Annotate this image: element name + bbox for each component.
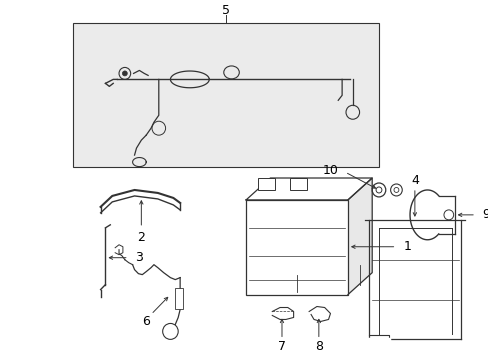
- Bar: [73, 23, 378, 167]
- Polygon shape: [347, 178, 371, 294]
- Bar: [245, 200, 347, 294]
- Text: 7: 7: [277, 340, 285, 353]
- Text: 10: 10: [322, 163, 338, 176]
- Text: 1: 1: [403, 240, 410, 253]
- Text: 9: 9: [481, 208, 488, 221]
- Bar: [175, 288, 183, 310]
- Text: 6: 6: [142, 315, 150, 328]
- Text: 5: 5: [221, 4, 229, 17]
- Circle shape: [122, 71, 127, 76]
- Bar: [257, 178, 275, 190]
- Text: 3: 3: [135, 251, 143, 264]
- Text: 4: 4: [410, 174, 418, 186]
- Text: 8: 8: [314, 340, 322, 353]
- Text: 2: 2: [137, 231, 145, 244]
- Bar: [289, 178, 306, 190]
- Polygon shape: [245, 178, 371, 200]
